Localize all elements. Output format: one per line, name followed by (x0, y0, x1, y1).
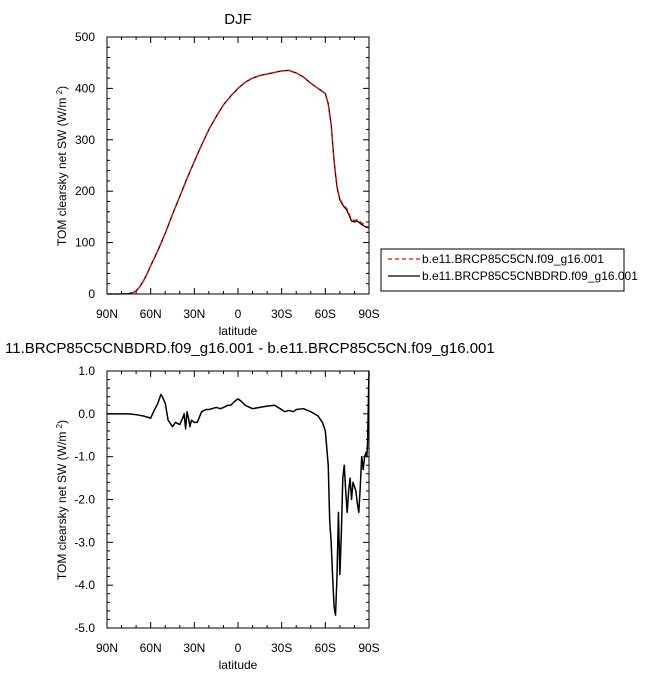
y-tick-label: 400 (75, 81, 95, 95)
y-tick-label: -3.0 (74, 535, 95, 549)
series-line-bdrd (107, 69, 370, 295)
x-tick-label: 60N (140, 641, 162, 655)
y-tick-label: 300 (75, 133, 95, 147)
top-panel: DJF 0 100 200 300 400 500 90N 60N 30N 0 30S 60S 90S… (55, 11, 380, 338)
bottom-chart-title: 11.BRCP85C5CNBDRD.f09_g16.001 - b.e11.BR… (5, 340, 495, 357)
y-tick-label: -1.0 (74, 450, 95, 464)
bottom-plot-frame (106, 370, 370, 629)
legend-entry-control: b.e11.BRCP85C5CN.f09_g16.001 (422, 252, 604, 266)
series-line-control (107, 69, 370, 295)
x-tick-label: 90S (358, 641, 379, 655)
y-tick-label: 500 (75, 30, 95, 44)
x-tick-label: 60N (140, 307, 162, 321)
y-tick-label: -4.0 (74, 578, 95, 592)
bottom-y-axis-label: TOM clearsky net SW (W/m 2) (55, 420, 70, 580)
x-tick-label: 0 (235, 641, 242, 655)
x-tick-label: 30S (271, 307, 292, 321)
top-x-axis-label: latitude (219, 324, 258, 338)
y-tick-label: 100 (75, 236, 95, 250)
x-tick-label: 90N (96, 641, 118, 655)
y-tick-label: 0 (88, 287, 95, 301)
legend-entry-bdrd: b.e11.BRCP85C5CNBDRD.f09_g16.001 (422, 269, 638, 283)
legend: b.e11.BRCP85C5CN.f09_g16.001 b.e11.BRCP8… (380, 248, 638, 292)
x-tick-label: 60S (315, 307, 336, 321)
x-tick-label: 90S (358, 307, 379, 321)
x-tick-label: 0 (235, 307, 242, 321)
top-chart-title: DJF (224, 11, 252, 28)
x-tick-label: 30N (183, 641, 205, 655)
y-tick-label: -5.0 (74, 621, 95, 635)
y-tick-label: 0.0 (78, 407, 95, 421)
x-tick-label: 90N (96, 307, 118, 321)
x-tick-label: 30S (271, 641, 292, 655)
y-tick-label: -2.0 (74, 493, 95, 507)
bottom-panel: 11.BRCP85C5CNBDRD.f09_g16.001 - b.e11.BR… (5, 340, 495, 672)
y-tick-label: 1.0 (78, 364, 95, 378)
top-y-axis-label: TOM clearsky net SW (W/m 2) (55, 86, 70, 246)
y-tick-label: 200 (75, 184, 95, 198)
legend-box (380, 248, 625, 292)
top-plot-frame (106, 36, 370, 295)
x-tick-label: 30N (183, 307, 205, 321)
bottom-x-axis-label: latitude (219, 658, 258, 672)
series-line-difference (107, 370, 370, 616)
x-tick-label: 60S (315, 641, 336, 655)
